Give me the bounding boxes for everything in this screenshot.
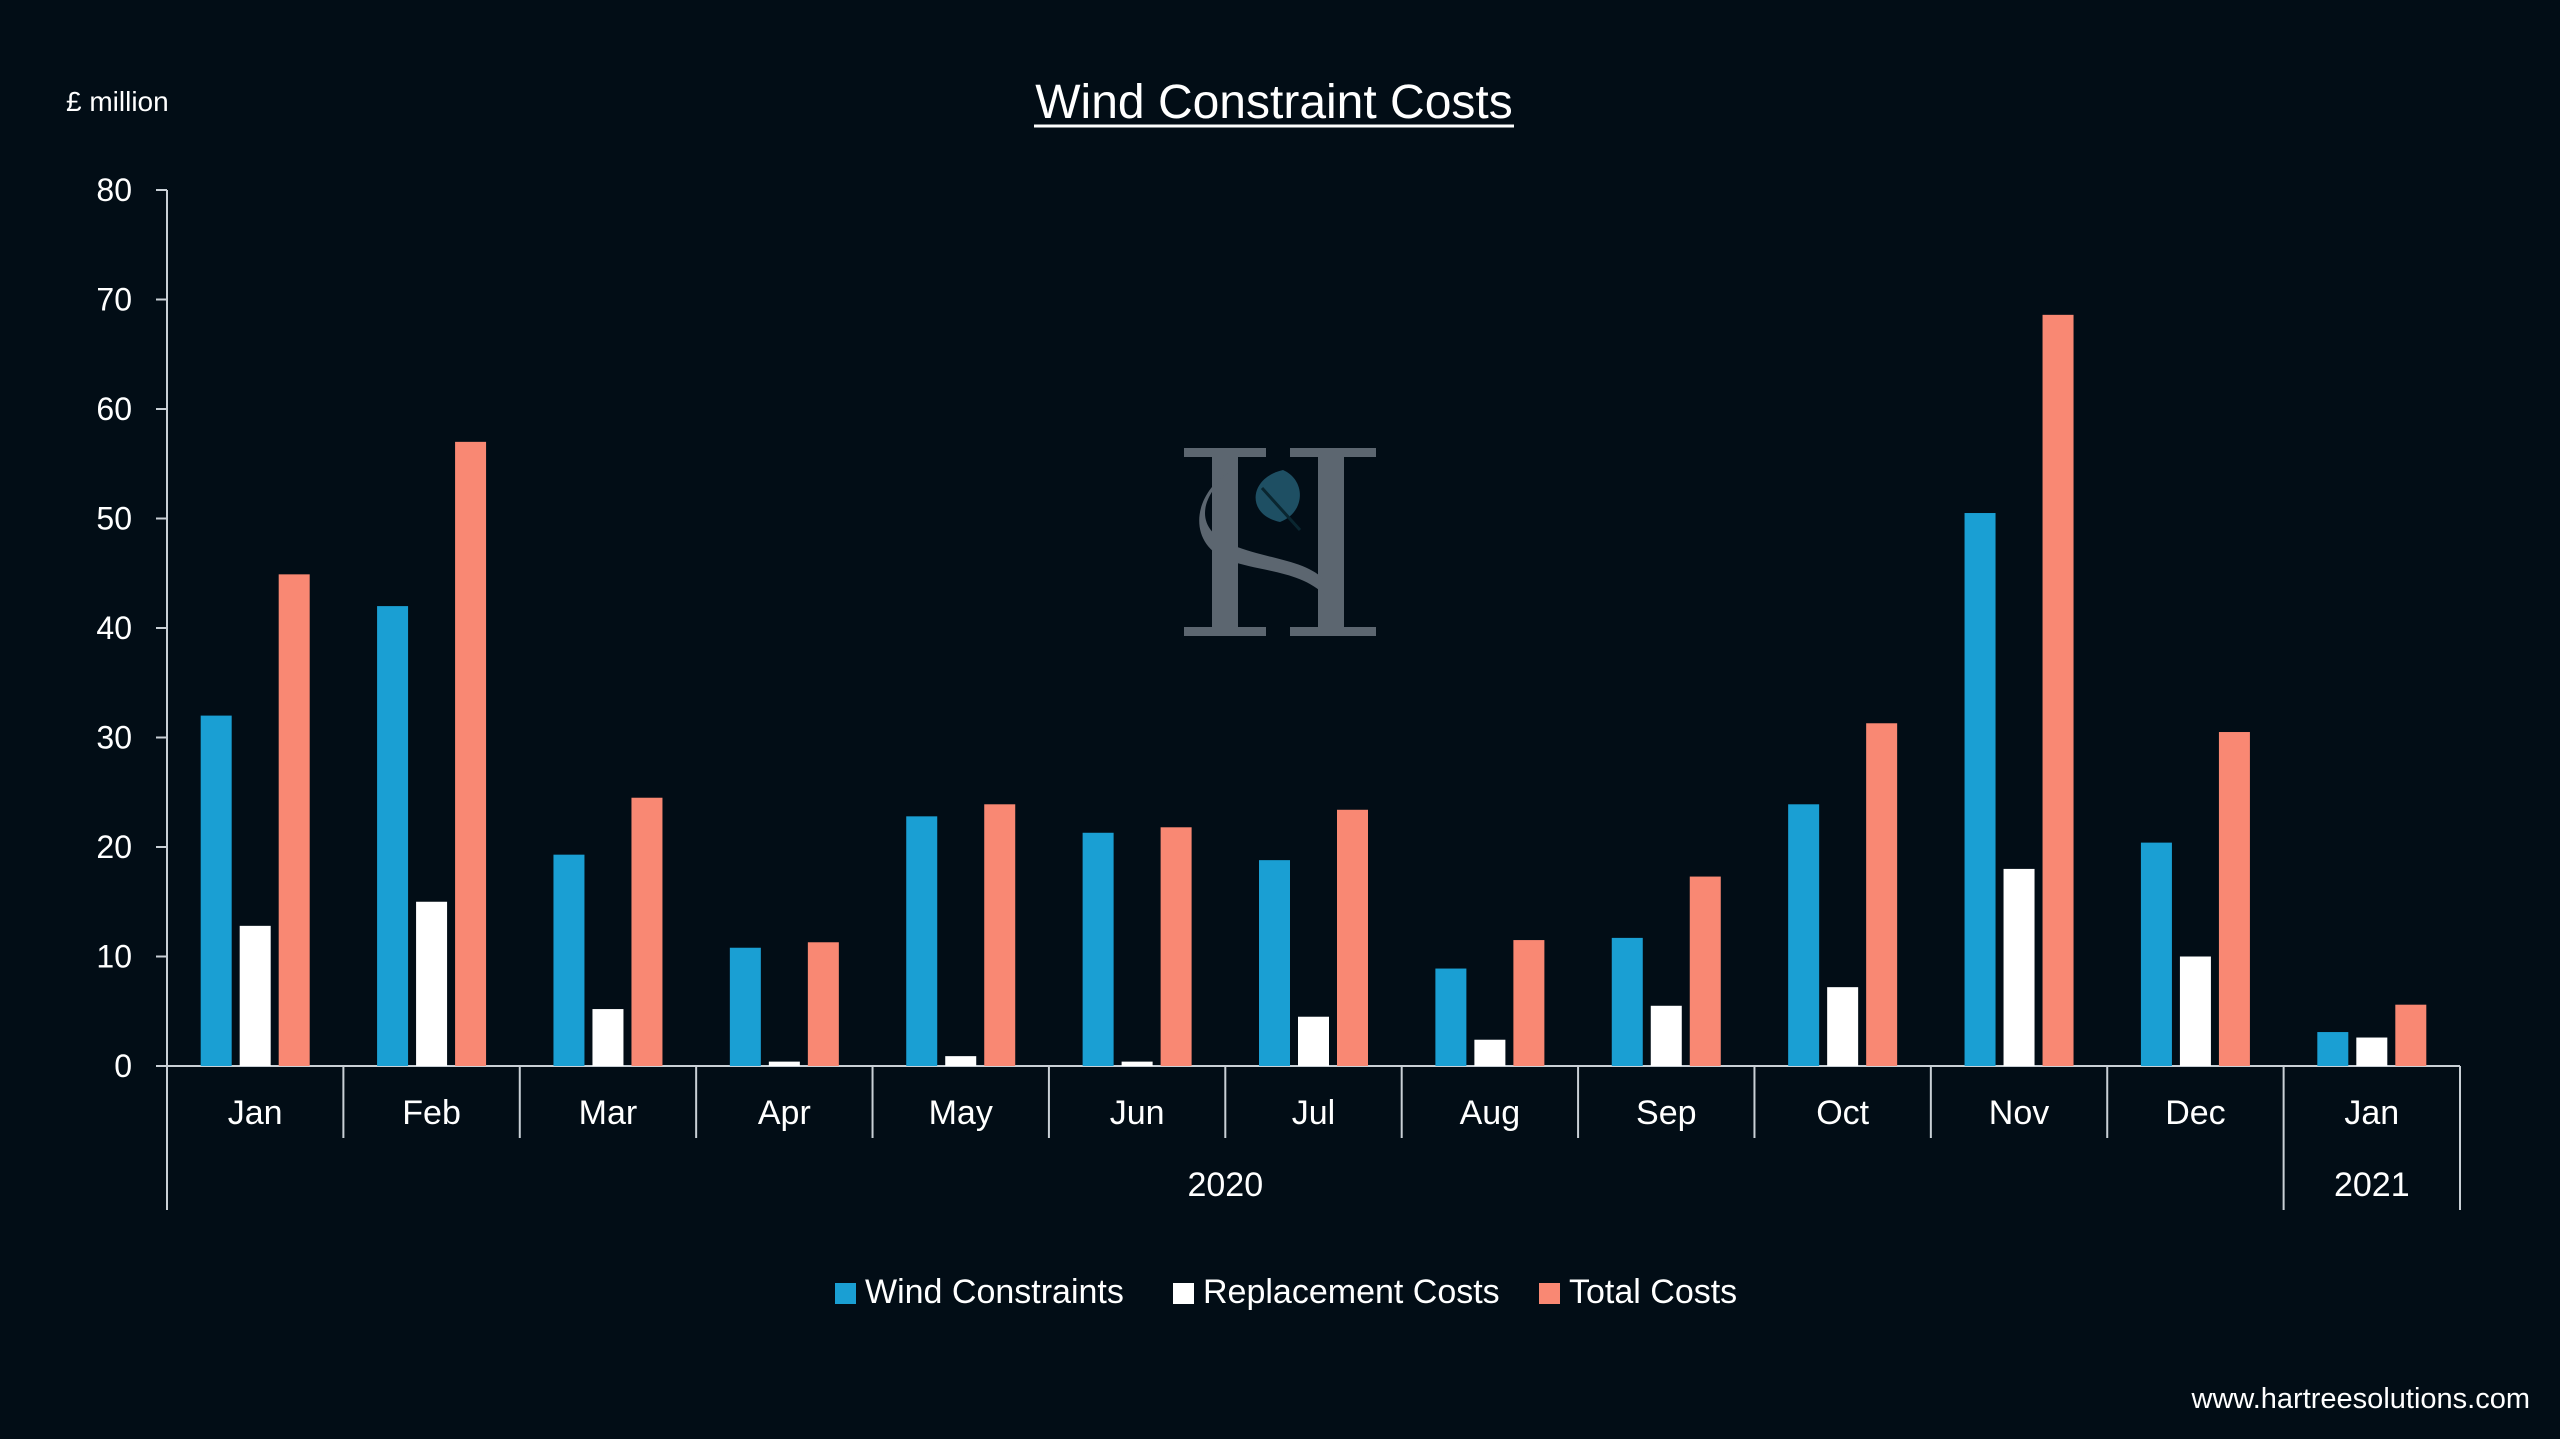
bar-wind-constraints <box>729 947 761 1066</box>
bar-replacement-costs <box>1474 1039 1506 1066</box>
legend-swatch <box>1173 1283 1194 1304</box>
bar-total-costs <box>2395 1004 2427 1066</box>
bar-total-costs <box>1689 876 1721 1066</box>
bar-wind-constraints <box>2140 842 2172 1066</box>
bar-wind-constraints <box>1964 513 1996 1066</box>
bar-replacement-costs <box>1121 1061 1153 1066</box>
x-tick-label: Mar <box>579 1094 638 1132</box>
x-tick-label: Apr <box>758 1094 811 1132</box>
year-group-label: 2020 <box>1187 1166 1263 1204</box>
bar-total-costs <box>631 797 663 1066</box>
year-group-label: 2021 <box>2334 1166 2410 1204</box>
bar-replacement-costs <box>2356 1037 2388 1066</box>
y-tick-label: 40 <box>96 610 132 646</box>
legend-label: Wind Constraints <box>865 1273 1124 1311</box>
chart-title: Wind Constraint Costs <box>1035 76 1513 129</box>
x-tick-label: Jan <box>2344 1094 2399 1132</box>
bar-replacement-costs <box>1827 987 1859 1066</box>
y-tick-label: 20 <box>96 829 132 865</box>
bar-wind-constraints <box>906 816 938 1066</box>
legend-swatch <box>835 1283 856 1304</box>
bar-replacement-costs <box>239 925 271 1066</box>
y-tick-label: 80 <box>96 172 132 208</box>
bar-total-costs <box>1513 940 1545 1066</box>
x-tick-label: Feb <box>402 1094 461 1132</box>
bar-replacement-costs <box>945 1056 977 1066</box>
bar-wind-constraints <box>1259 860 1290 1066</box>
y-tick-label: 60 <box>96 391 132 427</box>
x-tick-label: Sep <box>1636 1094 1697 1132</box>
y-axis: 0 10 20 30 40 50 60 70 80 <box>96 172 167 1084</box>
legend: Wind Constraints Replacement Costs Total C… <box>835 1273 1737 1311</box>
y-tick-label: 10 <box>96 939 132 975</box>
x-tick-label: Jan <box>228 1094 283 1132</box>
legend-label: Total Costs <box>1569 1273 1737 1311</box>
bar-total-costs <box>278 574 310 1066</box>
bar-wind-constraints <box>200 715 232 1066</box>
bar-total-costs <box>455 441 487 1067</box>
hs-leaf-monogram-icon <box>1184 448 1376 636</box>
x-tick-label: Aug <box>1460 1094 1521 1132</box>
bar-replacement-costs <box>768 1061 800 1066</box>
y-tick-label: 0 <box>114 1048 132 1084</box>
x-tick-label: May <box>929 1094 993 1132</box>
bar-total-costs <box>807 942 839 1066</box>
bar-wind-constraints <box>553 854 585 1066</box>
bar-total-costs <box>984 804 1016 1066</box>
y-tick-label: 30 <box>96 720 132 756</box>
bar-replacement-costs <box>416 901 448 1066</box>
bar-total-costs <box>2042 314 2074 1067</box>
bar-total-costs <box>1866 723 1898 1066</box>
x-tick-label: Jun <box>1110 1094 1165 1132</box>
bar-total-costs <box>2218 732 2250 1066</box>
y-tick-label: 70 <box>96 282 132 318</box>
bar-replacement-costs <box>2179 956 2211 1066</box>
x-tick-label: Oct <box>1816 1094 1869 1132</box>
bar-wind-constraints <box>1611 937 1643 1066</box>
x-tick-label: Nov <box>1989 1094 2049 1132</box>
bar-wind-constraints <box>1082 832 1114 1066</box>
bar-replacement-costs <box>1298 1016 1329 1066</box>
legend-swatch <box>1539 1283 1560 1304</box>
bar-total-costs <box>1160 827 1192 1066</box>
bar-replacement-costs <box>592 1009 624 1066</box>
x-tick-label: Jul <box>1292 1094 1335 1132</box>
bar-replacement-costs <box>2003 868 2035 1066</box>
bar-wind-constraints <box>1435 968 1467 1066</box>
legend-label: Replacement Costs <box>1203 1273 1500 1311</box>
y-tick-label: 50 <box>96 501 132 537</box>
x-tick-label: Dec <box>2165 1094 2225 1132</box>
x-axis: Jan Feb Mar Apr May Jun Jul Aug Sep Oct Nov Dec Jan 2… <box>166 1066 2461 1210</box>
bar-wind-constraints <box>377 606 409 1066</box>
bar-wind-constraints <box>1788 804 1820 1066</box>
y-unit-label: £ million <box>66 86 169 117</box>
bar-wind-constraints <box>2317 1032 2349 1066</box>
bar-total-costs <box>1337 809 1368 1066</box>
bar-replacement-costs <box>1650 1005 1682 1066</box>
website-text: www.hartreesolutions.com <box>2191 1383 2530 1415</box>
bars <box>200 314 2427 1067</box>
